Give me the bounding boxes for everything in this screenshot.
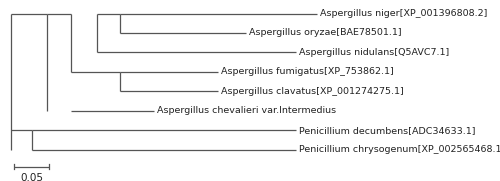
Text: Aspergillus nidulans[Q5AVC7.1]: Aspergillus nidulans[Q5AVC7.1]: [299, 48, 450, 57]
Text: Aspergillus chevalieri var.Intermedius: Aspergillus chevalieri var.Intermedius: [157, 106, 336, 115]
Text: 0.05: 0.05: [20, 173, 43, 181]
Text: Penicillium decumbens[ADC34633.1]: Penicillium decumbens[ADC34633.1]: [299, 126, 476, 135]
Text: Aspergillus fumigatus[XP_753862.1]: Aspergillus fumigatus[XP_753862.1]: [221, 68, 394, 77]
Text: Aspergillus oryzae[BAE78501.1]: Aspergillus oryzae[BAE78501.1]: [250, 28, 402, 37]
Text: Aspergillus clavatus[XP_001274275.1]: Aspergillus clavatus[XP_001274275.1]: [221, 87, 404, 96]
Text: Aspergillus niger[XP_001396808.2]: Aspergillus niger[XP_001396808.2]: [320, 9, 488, 18]
Text: Penicillium chrysogenum[XP_002565468.1]: Penicillium chrysogenum[XP_002565468.1]: [299, 146, 500, 154]
